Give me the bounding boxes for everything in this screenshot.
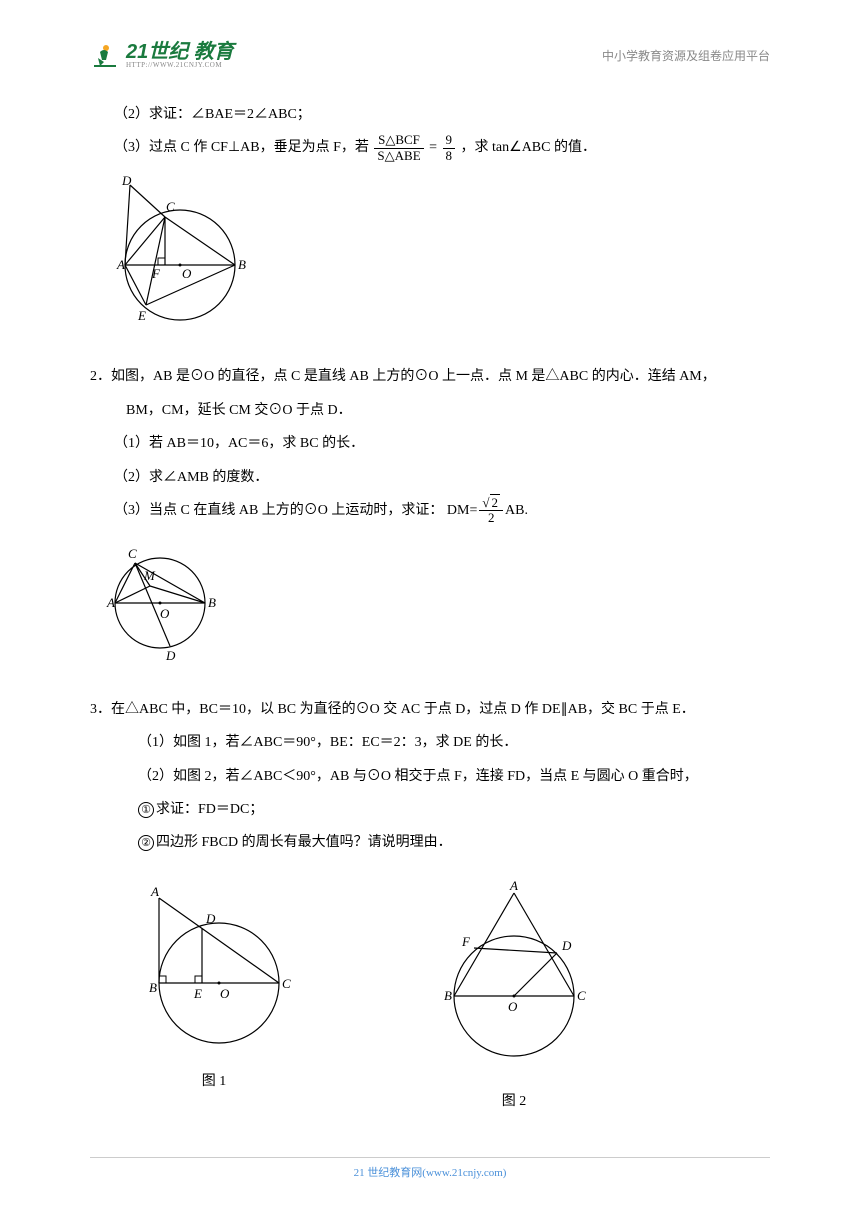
problem-2-intro: 2．如图，AB 是⊙O 的直径，点 C 是直线 AB 上方的⊙O 上一点．点 M… (90, 362, 770, 391)
svg-text:A: A (150, 884, 159, 899)
svg-text:B: B (444, 988, 452, 1003)
svg-text:O: O (220, 986, 230, 1001)
svg-text:F: F (461, 934, 471, 949)
diagram-3-row: A B C D E O 图 1 A B C D F (90, 878, 770, 1117)
logo-text: 21世纪 教育 HTTP://WWW.21CNJY.COM (126, 42, 234, 69)
dm-equals: DM= (447, 503, 477, 518)
svg-text:F: F (151, 266, 161, 281)
page-footer: 21 世纪教育网(www.21cnjy.com) (90, 1157, 770, 1180)
svg-text:C: C (577, 988, 586, 1003)
diagram-3b-item: A B C D F O 图 2 (414, 878, 614, 1117)
svg-text:E: E (137, 308, 146, 323)
svg-text:O: O (182, 266, 192, 281)
q2-3-text-a: （3）当点 C 在直线 AB 上方的⊙O 上运动时，求证： (114, 503, 443, 518)
problem-2-intro-2: BM，CM，延长 CM 交⊙O 于点 D． (90, 396, 770, 425)
problem-3-intro: 3．在△ABC 中，BC＝10，以 BC 为直径的⊙O 交 AC 于点 D，过点… (90, 695, 770, 724)
svg-text:E: E (193, 986, 202, 1001)
logo-icon (90, 40, 120, 70)
svg-text:C: C (282, 976, 291, 991)
svg-text:B: B (238, 257, 246, 272)
svg-text:B: B (208, 595, 216, 610)
problem-2-part-2: （2）求∠AMB 的度数． (90, 463, 770, 492)
svg-text:B: B (149, 980, 157, 995)
logo-main-text: 21世纪 教育 (126, 42, 234, 62)
diagram-2: A B C D M O (90, 538, 230, 668)
q2-3-text-b: AB. (505, 503, 528, 518)
frac-num: S△BCF (374, 133, 423, 148)
q3-2-2-text: 四边形 FBCD 的周长有最大值吗？请说明理由． (156, 835, 452, 850)
problem-3-part-2-2: ②四边形 FBCD 的周长有最大值吗？请说明理由． (90, 828, 770, 857)
fig-2-label: 图 2 (414, 1087, 614, 1116)
svg-text:A: A (509, 878, 518, 893)
diagram-1: A B C D E F O (90, 175, 260, 335)
problem-3-part-2: （2）如图 2，若∠ABC＜90°，AB 与⊙O 相交于点 F，连接 FD，当点… (90, 762, 770, 791)
svg-text:D: D (561, 938, 572, 953)
svg-text:D: D (121, 175, 132, 188)
diagram-1-container: A B C D E F O (90, 175, 770, 346)
fraction-98: 9 8 (443, 133, 456, 163)
p1-3-text-b: ，求 tan∠ABC 的值． (461, 140, 596, 155)
svg-text:A: A (106, 595, 115, 610)
main-content: （2）求证：∠BAE＝2∠ABC； （3）过点 C 作 CF⊥AB，垂足为点 F… (90, 100, 770, 1117)
circled-1: ① (138, 802, 154, 818)
diagram-3a-item: A B C D E O 图 1 (114, 878, 314, 1097)
svg-text:O: O (160, 606, 170, 621)
svg-text:M: M (143, 568, 156, 583)
logo-sub-text: HTTP://WWW.21CNJY.COM (126, 62, 234, 69)
svg-text:A: A (116, 257, 125, 272)
svg-text:D: D (205, 911, 216, 926)
problem-2-part-3: （3）当点 C 在直线 AB 上方的⊙O 上运动时，求证： DM= √2 2 A… (90, 496, 770, 526)
circled-2: ② (138, 835, 154, 851)
problem-1-part-3: （3）过点 C 作 CF⊥AB，垂足为点 F，若 S△BCF S△ABE = 9… (90, 133, 770, 163)
svg-text:C: C (166, 199, 175, 214)
header-right-text: 中小学教育资源及组卷应用平台 (602, 47, 770, 64)
diagram-3a: A B C D E O (114, 878, 314, 1048)
logo-area: 21世纪 教育 HTTP://WWW.21CNJY.COM (90, 40, 234, 70)
fig-1-label: 图 1 (114, 1067, 314, 1096)
problem-3-part-1: （1）如图 1，若∠ABC＝90°，BE：EC＝2：3，求 DE 的长． (90, 728, 770, 757)
frac-den-8: 8 (443, 149, 456, 163)
problem-2-part-1: （1）若 AB＝10，AC＝6，求 BC 的长． (90, 429, 770, 458)
svg-text:D: D (165, 648, 176, 663)
problem-3-part-2-1: ①求证：FD＝DC； (90, 795, 770, 824)
sqrt-2: √2 (479, 496, 503, 511)
den-2: 2 (479, 511, 503, 525)
frac-den: S△ABE (374, 149, 423, 163)
page-header: 21世纪 教育 HTTP://WWW.21CNJY.COM 中小学教育资源及组卷… (90, 40, 770, 70)
q3-2-1-text: 求证：FD＝DC； (156, 802, 263, 817)
svg-text:O: O (508, 999, 518, 1014)
frac-num-9: 9 (443, 133, 456, 148)
diagram-2-container: A B C D M O (90, 538, 770, 679)
fraction-sqrt2-2: √2 2 (479, 496, 503, 526)
p1-3-text-a: （3）过点 C 作 CF⊥AB，垂足为点 F，若 (114, 140, 372, 155)
problem-1-part-2: （2）求证：∠BAE＝2∠ABC； (90, 100, 770, 129)
fraction-triangles: S△BCF S△ABE (374, 133, 423, 163)
svg-text:C: C (128, 546, 137, 561)
equals-sign: = (429, 140, 437, 155)
diagram-3b: A B C D F O (414, 878, 614, 1068)
